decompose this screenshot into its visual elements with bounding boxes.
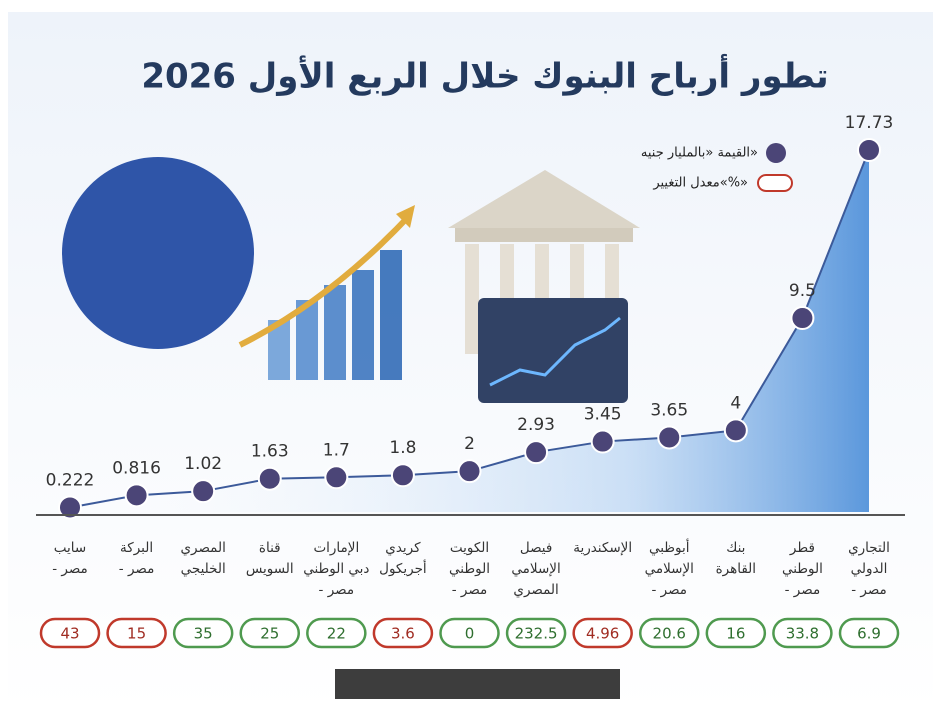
change-label: 6.9: [857, 625, 881, 643]
plot: 0.222 سايب - مصر 43 0.816 البركة - مصر 15 1.02 ال…: [39, 113, 900, 649]
change-pill: [39, 617, 101, 649]
value-label: 3.65: [650, 400, 688, 420]
category-label: السويس: [246, 561, 294, 577]
value-label: 3.45: [584, 405, 622, 425]
growth-badge: [62, 157, 254, 349]
change-label: 25: [260, 625, 279, 643]
category-label: أجريكول: [379, 559, 427, 577]
category-label: أبوظبي: [649, 538, 690, 556]
value-label: 2.93: [517, 415, 555, 435]
point: [590, 429, 615, 454]
category-label: قناة: [259, 540, 281, 556]
change-label: 232.5: [515, 625, 558, 643]
point: [723, 418, 748, 443]
value-label: 0.222: [46, 470, 95, 490]
category-label: التجاري: [848, 540, 890, 556]
category-label: الدولي: [851, 561, 888, 577]
change-pill: [705, 617, 767, 649]
point: [657, 425, 682, 450]
point: [857, 138, 881, 162]
change-pill: [439, 617, 500, 649]
change-label: 0: [465, 625, 475, 643]
category-label: الإسلامي: [645, 561, 694, 577]
category-label: - مصر: [119, 561, 155, 577]
category-label: المصري: [513, 582, 558, 598]
category-label: - مصر: [651, 582, 687, 598]
change-pill: [505, 617, 567, 649]
change-pill: [306, 617, 367, 649]
category-label: الإسكندرية: [573, 540, 632, 556]
category-label: الإمارات: [313, 540, 359, 556]
change-pill: [106, 617, 167, 649]
value-label: 2: [464, 434, 475, 454]
point: [58, 495, 82, 520]
category-label: بنك: [726, 540, 745, 556]
change-label: 43: [60, 625, 79, 643]
illustration: [238, 170, 640, 403]
value-label: 9.5: [789, 281, 816, 301]
category-label: الإسلامي: [511, 561, 560, 577]
legend-marker: [757, 174, 793, 192]
change-pill: [572, 617, 633, 649]
category-label: - مصر: [319, 582, 355, 598]
change-pill: [172, 617, 234, 649]
legend-label: معدل التغيير«%»: [652, 176, 748, 191]
value-label: 17.73: [845, 113, 894, 133]
change-pill: [239, 617, 300, 649]
category-label: القاهرة: [716, 561, 756, 577]
value-label: 4: [730, 393, 741, 413]
point: [457, 459, 482, 484]
category-label: الكويت: [450, 540, 489, 556]
category-label: - مصر: [785, 582, 821, 598]
change-label: 15: [127, 625, 146, 643]
legend-marker: [766, 143, 786, 163]
change-pill: [838, 617, 900, 649]
category-label: كريدي: [385, 540, 421, 556]
value-label: 0.816: [112, 458, 161, 478]
point: [524, 440, 549, 465]
category-label: - مصر: [452, 582, 488, 598]
category-label: الخليجي: [181, 561, 226, 577]
change-label: 35: [194, 625, 213, 643]
category-label: دبي الوطني: [303, 561, 369, 577]
category-label: البركة: [120, 540, 153, 556]
line-area: [70, 150, 869, 512]
point: [124, 483, 149, 508]
category-label: - مصر: [52, 561, 88, 577]
change-label: 33.8: [786, 625, 819, 643]
change-label: 22: [327, 625, 346, 643]
change-pill: [639, 617, 700, 649]
legend: القيمة «بالمليار جنيه» معدل التغيير«%»: [641, 143, 793, 192]
change-label: 3.6: [391, 625, 415, 643]
change-label: 16: [726, 625, 745, 643]
category-label: المصري: [180, 540, 225, 556]
point: [191, 479, 216, 504]
value-label: 1.7: [323, 440, 350, 460]
value-label: 1.8: [389, 438, 416, 458]
point: [324, 465, 349, 490]
change-pill: [372, 617, 434, 649]
source-box: [335, 669, 620, 699]
change-label: 20.6: [653, 625, 686, 643]
point: [257, 466, 282, 491]
chart-title: تطور أرباح البنوك خلال الربع الأول 2026: [141, 54, 828, 97]
legend-label: القيمة «بالمليار جنيه»: [641, 146, 758, 161]
category-label: - مصر: [851, 582, 887, 598]
point: [790, 306, 815, 331]
value-label: 1.02: [184, 454, 222, 474]
category-label: الوطني: [449, 561, 490, 577]
change-pill: [772, 617, 833, 649]
category-label: فيصل: [520, 540, 552, 556]
change-label: 4.96: [586, 625, 619, 643]
point: [390, 463, 415, 488]
category-label: الوطني: [782, 561, 823, 577]
value-label: 1.63: [251, 442, 289, 462]
category-label: قطر: [789, 540, 815, 556]
category-label: سايب: [54, 540, 86, 556]
